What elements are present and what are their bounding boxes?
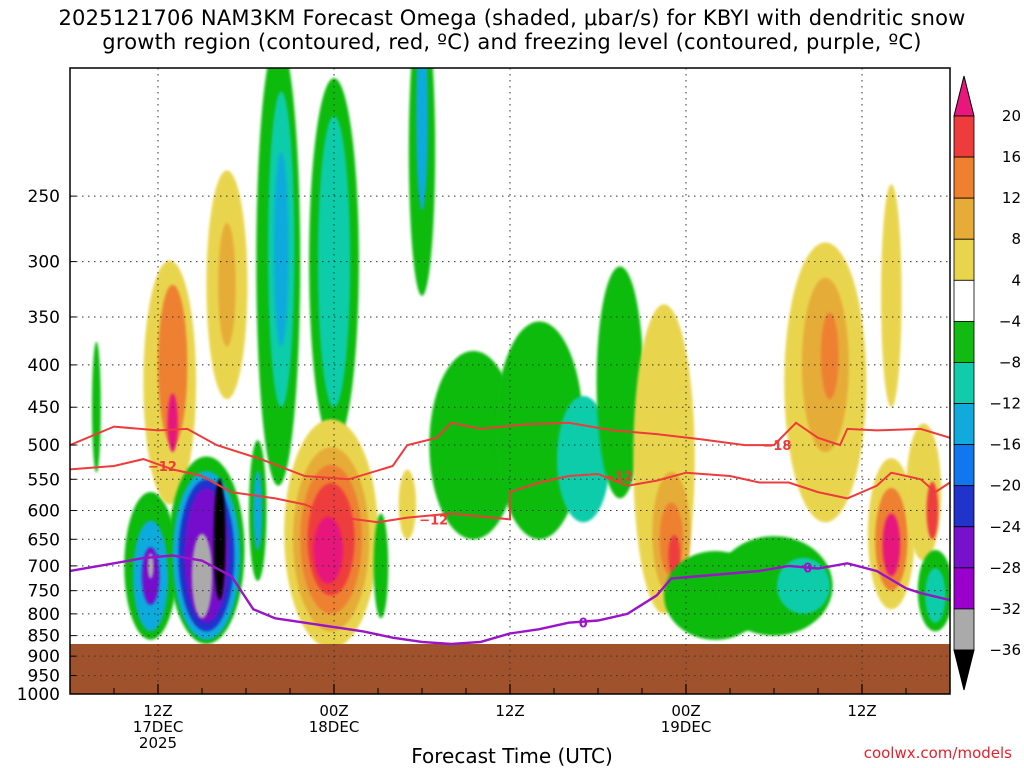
freezing-level-label: 0 — [579, 617, 588, 632]
omega-cell-46 — [881, 184, 902, 408]
omega-cell-28 — [373, 513, 389, 619]
colorbar-bin-5 — [953, 279, 975, 322]
colorbar-label-9: −20 — [989, 477, 1021, 495]
colorbar-bin-10 — [953, 485, 975, 528]
x-tick-label-42-0: 00Z — [671, 702, 700, 720]
contour-labels: −18 −12 −12 −12 0 0 — [148, 439, 812, 632]
colorbar-label-13: −36 — [989, 641, 1021, 659]
y-tick-label-250: 250 — [28, 187, 60, 207]
colorbar-label-1: 16 — [1002, 148, 1021, 166]
omega-cell-45 — [820, 312, 839, 400]
colorbar-bin-7 — [953, 362, 975, 404]
omega-shading — [92, 68, 950, 649]
colorbar-label-6: −8 — [999, 353, 1021, 371]
colorbar-bottom-arrow — [953, 649, 975, 691]
colorbar-label-7: −12 — [989, 395, 1021, 413]
x-axis-label: Forecast Time (UTC) — [411, 744, 613, 768]
x-tick-label-6-1: 17DEC — [133, 718, 184, 736]
x-tick-label-54-0: 12Z — [847, 702, 876, 720]
colorbar-bin-8 — [953, 403, 975, 446]
y-tick-label-800: 800 — [28, 605, 60, 625]
colorbar-label-4: 4 — [1011, 271, 1021, 289]
grid-lines — [69, 68, 951, 695]
x-tick-label-42-1: 19DEC — [661, 718, 712, 736]
dgz-contour-1 — [70, 458, 950, 524]
x-tick-label-6-2: 2025 — [139, 734, 177, 752]
colorbar-top-arrow — [953, 75, 975, 117]
omega-cell-49 — [882, 513, 901, 577]
omega-cell-12 — [191, 533, 213, 619]
dgz-contour-label-1: −12 — [148, 460, 177, 475]
dgz-contour-0 — [70, 421, 950, 481]
y-axis: 2503003504004505005506006507007508008509… — [17, 187, 76, 705]
omega-cell-15 — [218, 223, 236, 347]
omega-cell-30 — [416, 68, 428, 211]
omega-cell-27 — [313, 516, 343, 584]
omega-cell-7 — [167, 393, 178, 453]
colorbar-label-3: 8 — [1011, 230, 1021, 248]
freezing-level-label-2: 0 — [803, 561, 812, 576]
x-tick-label-6-0: 12Z — [143, 702, 172, 720]
colorbar-label-0: 20 — [1002, 107, 1021, 125]
y-tick-label-900: 900 — [28, 647, 60, 667]
y-tick-label-300: 300 — [28, 253, 60, 273]
colorbar-bin-2 — [953, 156, 975, 199]
y-tick-label-550: 550 — [28, 470, 60, 490]
colorbar-label-2: 12 — [1002, 189, 1021, 207]
colorbar: 20 16 12 8 4 −4 −8 −12 −16 −20 −24 −28 −32 −36 — [953, 75, 1021, 691]
colorbar-bin-6 — [953, 320, 975, 363]
credit-text: coolwx.com/models — [863, 744, 1012, 762]
x-tick-label-18-1: 18DEC — [309, 718, 360, 736]
omega-cell-0 — [92, 341, 101, 473]
y-tick-label-700: 700 — [28, 557, 60, 577]
dgz-contour-label-extra-1: −12 — [604, 470, 633, 485]
x-tick-label-18-0: 00Z — [319, 702, 348, 720]
colorbar-bin-3 — [953, 197, 975, 240]
y-tick-label-1000: 1000 — [17, 685, 60, 705]
colorbar-label-8: −16 — [989, 436, 1021, 454]
y-tick-label-400: 400 — [28, 356, 60, 376]
omega-cell-20 — [273, 152, 289, 347]
y-tick-label-500: 500 — [28, 436, 60, 456]
colorbar-bin-4 — [953, 238, 975, 281]
colorbar-bin-1 — [953, 115, 975, 158]
dgz-contour-label-0: −18 — [762, 439, 791, 454]
colorbar-label-11: −28 — [989, 559, 1021, 577]
y-tick-label-600: 600 — [28, 502, 60, 522]
colorbar-bin-9 — [953, 444, 975, 487]
colorbar-bin-12 — [953, 567, 975, 610]
chart-title-line-1: 2025121706 NAM3KM Forecast Omega (shaded… — [58, 6, 966, 30]
omega-cell-17 — [253, 470, 263, 551]
x-tick-label-30-0: 12Z — [495, 702, 524, 720]
y-tick-label-450: 450 — [28, 398, 60, 418]
colorbar-bin-13 — [953, 608, 975, 651]
omega-cell-4 — [147, 553, 154, 579]
colorbar-bin-11 — [953, 526, 975, 569]
colorbar-label-10: −24 — [989, 518, 1021, 536]
colorbar-label-12: −32 — [989, 600, 1021, 618]
y-tick-label-650: 650 — [28, 530, 60, 550]
dgz-contour-label-extra-0: −12 — [419, 513, 448, 528]
omega-cell-51 — [926, 481, 939, 540]
y-tick-label-950: 950 — [28, 667, 60, 687]
contour-lines — [70, 421, 950, 646]
y-tick-label-750: 750 — [28, 582, 60, 602]
y-tick-label-850: 850 — [28, 627, 60, 647]
y-tick-label-350: 350 — [28, 308, 60, 328]
omega-cell-31 — [398, 469, 417, 540]
freezing-level-contour — [70, 554, 950, 646]
omega-cell-42 — [776, 557, 830, 614]
colorbar-label-5: −4 — [999, 312, 1021, 330]
chart-title-line-2: growth region (contoured, red, ºC) and f… — [102, 30, 922, 54]
omega-cell-35 — [596, 266, 644, 499]
